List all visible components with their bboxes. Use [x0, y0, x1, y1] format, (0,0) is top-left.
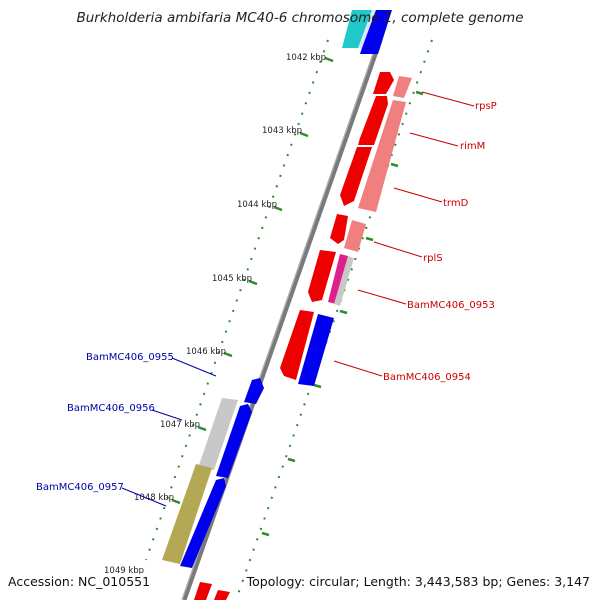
- label-connectors: [121, 91, 475, 507]
- genome-summary-text: Topology: circular; Length: 3,443,583 bp…: [246, 574, 590, 589]
- tick-mark: [248, 279, 258, 286]
- gene-BamMC406-0956-grey[interactable]: [198, 398, 238, 470]
- tick-label: 1046 kbp: [186, 347, 226, 357]
- gene-label-BamMC406-0954: BamMC406_0954: [383, 372, 471, 383]
- gene-label-rimM: rimM: [460, 141, 485, 152]
- tick-label: 1044 kbp: [237, 200, 277, 210]
- tick-mark: [223, 351, 233, 358]
- gene-BamMC406-0953-grey[interactable]: [334, 256, 354, 306]
- gene-BamMC406-0954-rev[interactable]: [298, 314, 334, 386]
- tick-label: 1049 kbp: [104, 566, 144, 576]
- tick-mark: [313, 383, 322, 389]
- gene-trmD[interactable]: [340, 147, 372, 206]
- connector-BamMC406-0956: [151, 409, 183, 421]
- gene-feature-cyan[interactable]: [342, 10, 372, 48]
- tick-mark: [287, 457, 296, 463]
- gene-feature-pale[interactable]: [358, 10, 376, 48]
- gene-feature-reverse[interactable]: [360, 10, 392, 54]
- ticks: [171, 56, 424, 537]
- connector-BamMC406-0955: [171, 357, 217, 377]
- gene-rimM[interactable]: [358, 96, 388, 145]
- tick-label: 1042 kbp: [286, 53, 326, 63]
- gene-feature-bottom[interactable]: [194, 582, 212, 600]
- tick-label: 1047 kbp: [160, 420, 200, 430]
- map-title: Burkholderia ambifaria MC40-6 chromosome…: [76, 10, 524, 26]
- gene-BamMC406-0954[interactable]: [280, 310, 314, 380]
- gene-label-BamMC406-0956: BamMC406_0956: [67, 403, 155, 414]
- tick-mark: [197, 425, 207, 432]
- gene-rpsP-rna[interactable]: [393, 76, 412, 98]
- tick-mark: [273, 205, 283, 212]
- tick-mark: [171, 498, 181, 505]
- gene-BamMC406-0957-olive[interactable]: [162, 464, 212, 564]
- tick-label: 1043 kbp: [262, 126, 302, 136]
- gene-label-trmD: trmD: [443, 198, 469, 209]
- outer-tick-track: [145, 39, 329, 561]
- connector-rplS: [373, 241, 423, 258]
- connector-BamMC406-0953: [357, 289, 407, 305]
- gene-label-BamMC406-0953: BamMC406_0953: [407, 300, 495, 311]
- gene-rplS-rna[interactable]: [344, 220, 366, 252]
- reverse-strand: [162, 378, 264, 568]
- gene-rplS[interactable]: [330, 214, 348, 244]
- gene-label-BamMC406-0955: BamMC406_0955: [86, 352, 174, 363]
- tick-mark: [299, 131, 309, 138]
- gene-label-rpsP: rpsP: [475, 101, 497, 112]
- gene-label-rplS: rplS: [423, 253, 443, 264]
- gene-rimM-rna[interactable]: [358, 100, 406, 212]
- gene-BamMC406-0957[interactable]: [180, 478, 226, 568]
- gene-rpsP[interactable]: [373, 72, 394, 94]
- connector-rimM: [409, 132, 459, 147]
- gene-feature-bottom-2[interactable]: [214, 590, 230, 600]
- tick-label: 1048 kbp: [134, 493, 174, 503]
- forward-strand: [194, 72, 412, 600]
- accession-text: Accession: NC_010551: [8, 574, 151, 589]
- tick-mark: [339, 309, 348, 315]
- inner-tick-track: [235, 39, 433, 600]
- gene-BamMC406-0953[interactable]: [308, 250, 336, 302]
- tick-label: 1045 kbp: [212, 274, 252, 284]
- connector-BamMC406-0957: [121, 487, 167, 507]
- gene-BamMC406-0955[interactable]: [244, 378, 264, 404]
- gene-label-BamMC406-0957: BamMC406_0957: [36, 482, 124, 493]
- tick-mark: [261, 531, 270, 537]
- tick-mark: [365, 236, 374, 242]
- tick-mark: [390, 162, 399, 168]
- connector-BamMC406-0954: [333, 360, 383, 377]
- tick-mark: [324, 56, 334, 63]
- connector-rpsP: [421, 91, 475, 107]
- connector-trmD: [393, 187, 443, 203]
- gene-BamMC406-0956[interactable]: [216, 404, 252, 478]
- tick-mark: [415, 90, 424, 96]
- gene-BamMC406-0953-pink[interactable]: [328, 254, 348, 304]
